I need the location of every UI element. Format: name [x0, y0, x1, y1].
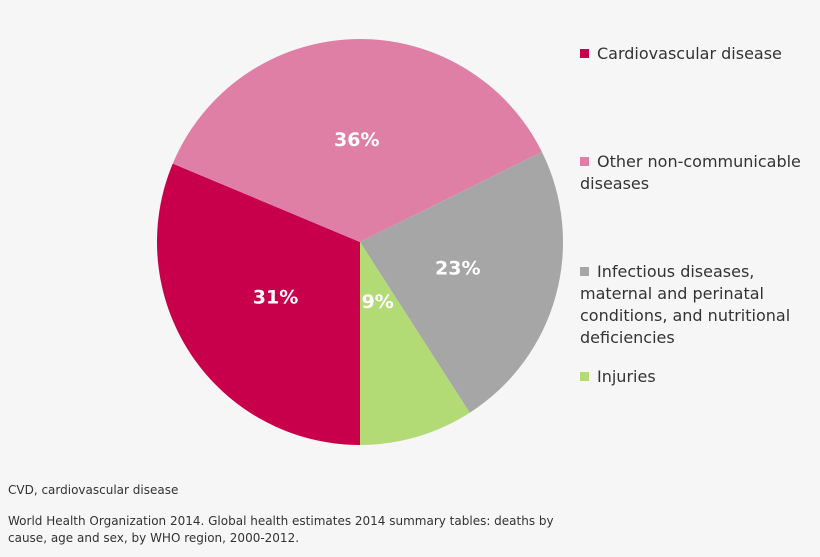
legend-marker-infectious — [580, 267, 589, 276]
legend-item-other-ncd: Other non-communicable diseases — [580, 151, 816, 195]
slice-label-injuries: 9% — [362, 291, 394, 313]
abbreviation-note: CVD, cardiovascular disease — [8, 483, 179, 497]
legend-marker-other-ncd — [580, 157, 589, 166]
pie-chart: 31% 36% 23% 9% — [156, 38, 564, 445]
legend-label-other-ncd: Other non-communicable diseases — [580, 152, 801, 193]
pie-slice-injuries — [360, 242, 470, 445]
legend-marker-cardiovascular — [580, 49, 589, 58]
legend-marker-injuries — [580, 372, 589, 381]
legend-label-infectious: Infectious diseases, maternal and perina… — [580, 262, 791, 347]
pie-slice-cardiovascular — [156, 163, 360, 445]
legend-item-injuries: Injuries — [580, 366, 816, 388]
legend-item-infectious: Infectious diseases, maternal and perina… — [580, 261, 816, 349]
source-note: World Health Organization 2014. Global h… — [8, 514, 554, 545]
slice-label-cardiovascular: 31% — [253, 287, 298, 309]
slice-label-other-ncd: 36% — [334, 129, 379, 151]
legend-label-cardiovascular: Cardiovascular disease — [597, 44, 782, 63]
slice-label-infectious: 23% — [435, 258, 480, 280]
pie-slice-other-ncd — [172, 38, 542, 243]
legend-label-injuries: Injuries — [597, 367, 656, 386]
legend-item-cardiovascular: Cardiovascular disease — [580, 43, 816, 65]
pie-slice-infectious — [360, 151, 564, 413]
